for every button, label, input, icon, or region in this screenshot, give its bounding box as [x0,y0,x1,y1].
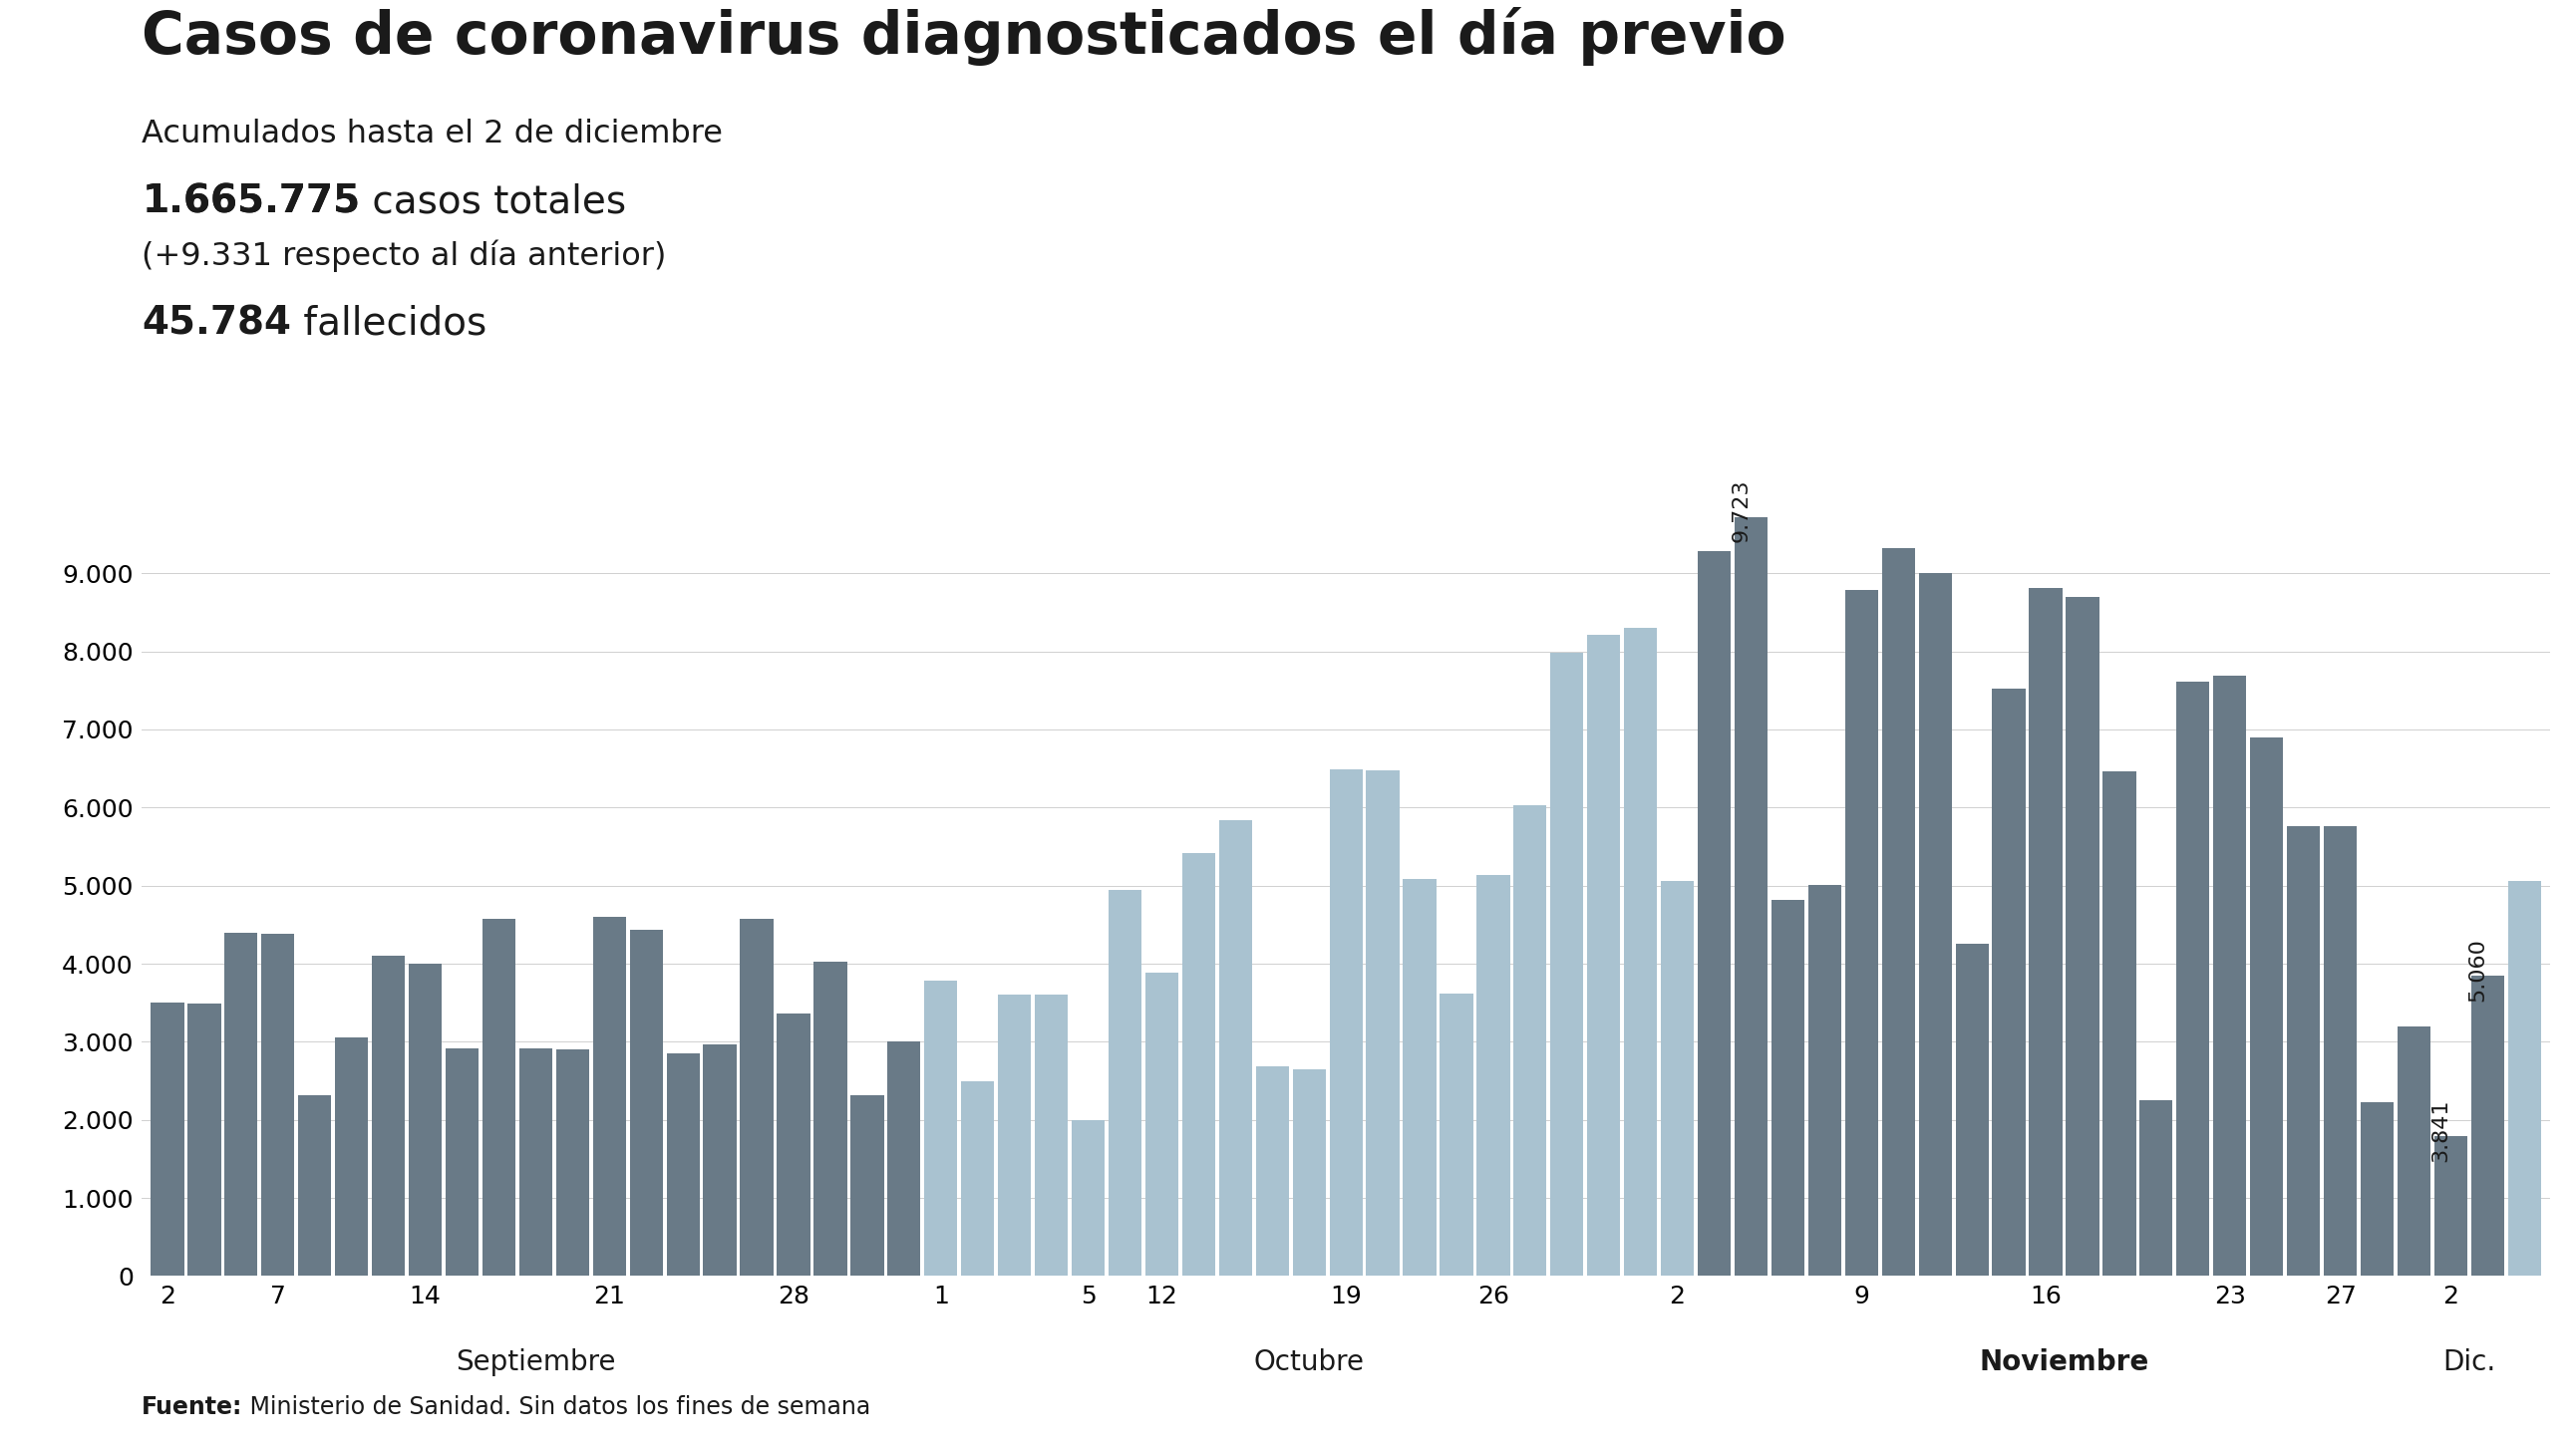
Bar [2213,676,2246,1276]
Bar [925,980,958,1276]
Bar [224,932,258,1276]
Bar [1108,890,1141,1276]
Bar [1255,1067,1288,1276]
Bar [1808,884,1842,1276]
Bar [2030,589,2063,1276]
Text: Dic.: Dic. [2442,1348,2496,1376]
Bar [1182,853,1216,1276]
Bar [1072,1119,1105,1276]
Bar [778,1014,809,1276]
Bar [889,1041,920,1276]
Bar [1623,628,1656,1276]
Bar [556,1050,590,1276]
Text: casos totales: casos totales [361,183,626,220]
Bar [1883,548,1914,1276]
Bar [1404,879,1437,1276]
Bar [2287,826,2321,1276]
Bar [1551,652,1584,1276]
Text: 1.665.775: 1.665.775 [142,183,361,220]
Text: Acumulados hasta el 2 de diciembre: Acumulados hasta el 2 de diciembre [142,119,724,149]
Bar [1329,770,1363,1276]
Text: Septiembre: Septiembre [456,1348,616,1376]
Bar [629,929,662,1276]
Bar [739,919,773,1276]
Bar [850,1096,884,1276]
Bar [997,995,1030,1276]
Text: Fuente:: Fuente: [142,1395,242,1418]
Bar [1919,573,1953,1276]
Bar [2324,826,2357,1276]
Text: 1.665.775 casos totales: 1.665.775 casos totales [142,183,605,220]
Text: Noviembre: Noviembre [1978,1348,2148,1376]
Text: (+9.331 respecto al día anterior): (+9.331 respecto al día anterior) [142,239,667,271]
Bar [446,1048,479,1276]
Bar [260,934,294,1276]
Text: Casos de coronavirus diagnosticados el día previo: Casos de coronavirus diagnosticados el d… [142,7,1785,67]
Bar [961,1082,994,1276]
Text: Ministerio de Sanidad. Sin datos los fines de semana: Ministerio de Sanidad. Sin datos los fin… [242,1395,871,1418]
Bar [152,1003,183,1276]
Bar [520,1048,551,1276]
Bar [1440,993,1473,1276]
Bar [482,919,515,1276]
Bar [410,964,443,1276]
Bar [814,963,848,1276]
Text: Octubre: Octubre [1255,1348,1365,1376]
Bar [1991,689,2025,1276]
Bar [1218,821,1252,1276]
Bar [592,916,626,1276]
Bar [2398,1027,2432,1276]
Bar [703,1045,737,1276]
Bar [2102,771,2136,1276]
Bar [2249,737,2282,1276]
Bar [1146,973,1177,1276]
Bar [299,1096,332,1276]
Bar [1036,995,1069,1276]
Bar [1772,899,1803,1276]
Bar [1734,516,1767,1276]
Bar [1587,635,1620,1276]
Bar [2066,597,2099,1276]
Bar [2177,681,2210,1276]
Bar [1365,770,1399,1276]
Bar [1293,1069,1327,1276]
Bar [1698,551,1731,1276]
Text: 3.841: 3.841 [2432,1098,2450,1161]
Bar [371,956,404,1276]
Bar [1662,882,1695,1276]
Text: 1.665.775: 1.665.775 [142,183,361,220]
Text: 5.060: 5.060 [2468,938,2488,1002]
Bar [1476,874,1510,1276]
Bar [1955,944,1989,1276]
Text: 9.723: 9.723 [1731,479,1752,542]
Bar [667,1054,701,1276]
Bar [335,1038,368,1276]
Bar [2434,1137,2468,1276]
Text: fallecidos: fallecidos [291,304,487,342]
Bar [2360,1102,2393,1276]
Bar [1515,805,1546,1276]
Bar [2509,882,2540,1276]
Bar [188,1003,222,1276]
Bar [1844,590,1878,1276]
Text: 45.784: 45.784 [142,304,291,342]
Bar [2141,1101,2172,1276]
Bar [2470,976,2504,1276]
